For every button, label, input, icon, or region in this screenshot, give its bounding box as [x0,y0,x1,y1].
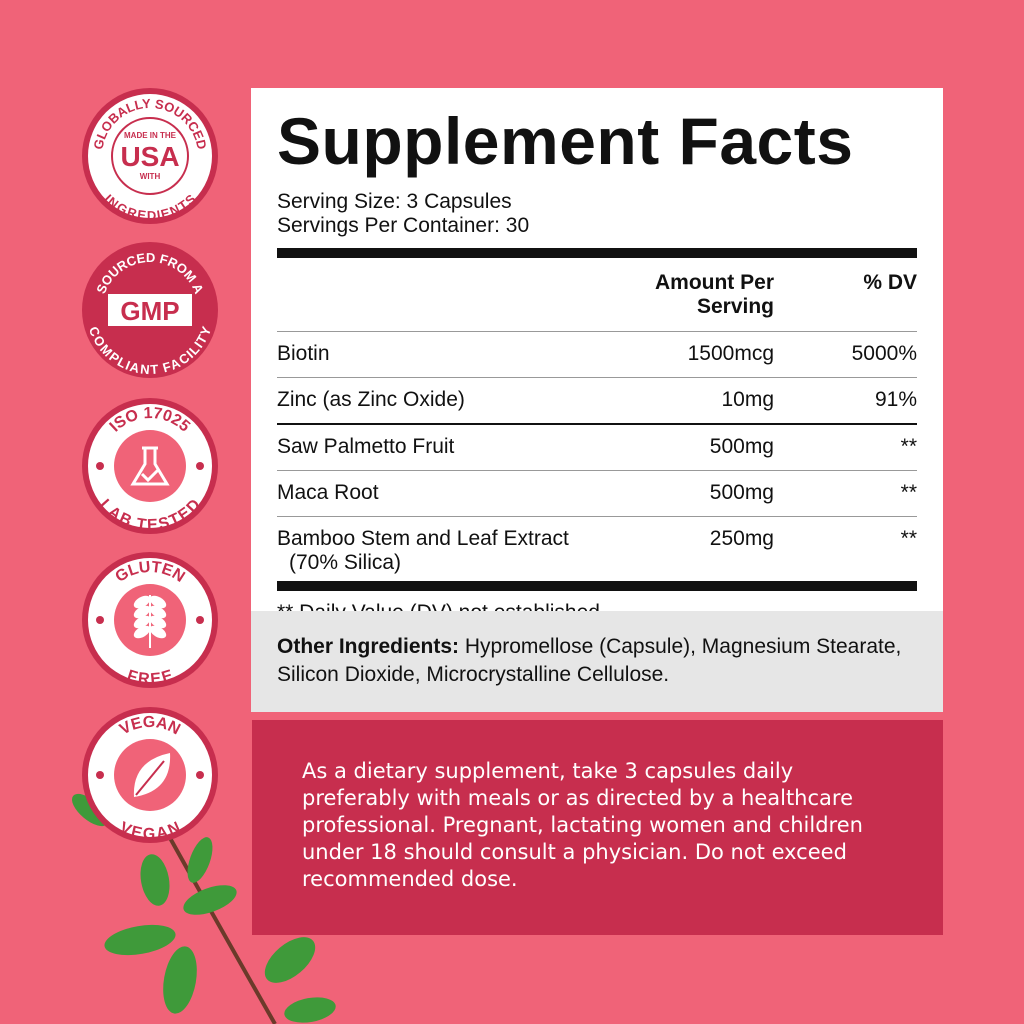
leaf-icon [133,753,171,797]
svg-text:VEGAN: VEGAN [117,820,183,844]
facts-title: Supplement Facts [277,104,854,178]
supplement-facts-panel: Supplement Facts Serving Size: 3 Capsule… [251,88,943,624]
ingredient-name: Saw Palmetto Fruit [277,435,455,458]
ingredient-amount: 500mg [709,435,774,458]
ingredient-dv: 5000% [851,342,917,365]
servings-per-container: Servings Per Container: 30 [277,214,530,237]
table-row: Bamboo Stem and Leaf Extract (70% Silica)… [277,517,917,581]
header-dv: % DV [863,271,917,294]
ingredient-amount: 1500mcg [687,342,774,365]
plant-branch-image [71,793,336,1024]
flask-check-icon [130,446,170,486]
other-ingredients-label: Other Ingredients: [277,635,460,658]
ingredient-amount: 10mg [721,388,774,411]
divider-thick [277,581,917,591]
ingredient-name: Bamboo Stem and Leaf Extract (70% Silica) [277,527,569,574]
ingredient-amount: 500mg [709,481,774,504]
svg-text:USA: USA [120,141,179,172]
serving-size: Serving Size: 3 Capsules [277,190,512,213]
vegan-badge: VEGAN VEGAN [80,705,220,845]
gluten-free-badge: GLUTEN FREE [80,550,220,690]
wheat-icon [133,595,167,648]
ingredient-dv: 91% [874,388,917,411]
gmp-badge: GMP SOURCED FROM A COMPLIANT FACILITY [80,240,220,380]
table-row: Maca Root 500mg ** [277,471,917,517]
iso-lab-tested-badge: ISO 17025 LAB TESTED [80,396,220,536]
ingredient-name: Biotin [277,342,330,365]
made-in-usa-badge: MADE IN THE USA WITH GLOBALLY SOURCED INGR… [80,86,220,226]
other-ingredients-text: Hypromellose (Capsule), Magnesium Steara… [277,635,902,686]
ingredient-dv: ** [900,527,917,550]
svg-text:MADE IN THE: MADE IN THE [124,131,177,140]
table-row: Saw Palmetto Fruit 500mg ** [277,425,917,471]
directions-text: As a dietary supplement, take 3 capsules… [302,759,863,891]
divider-thick [277,248,917,258]
ingredient-dv: ** [900,481,917,504]
svg-text:WITH: WITH [140,172,161,181]
svg-text:GMP: GMP [120,296,179,326]
table-row: Zinc (as Zinc Oxide) 10mg 91% [277,378,917,425]
table-row: Biotin 1500mcg 5000% [277,332,917,378]
ingredient-amount: 250mg [709,527,774,550]
ingredient-dv: ** [900,435,917,458]
other-ingredients: Other Ingredients: Hypromellose (Capsule… [251,611,943,712]
ingredient-name: Zinc (as Zinc Oxide) [277,388,465,411]
ingredient-name: Maca Root [277,481,379,504]
directions-box: As a dietary supplement, take 3 capsules… [252,720,943,935]
table-header: Amount Per Serving % DV [277,258,917,332]
header-amount: Amount Per Serving [654,271,774,318]
